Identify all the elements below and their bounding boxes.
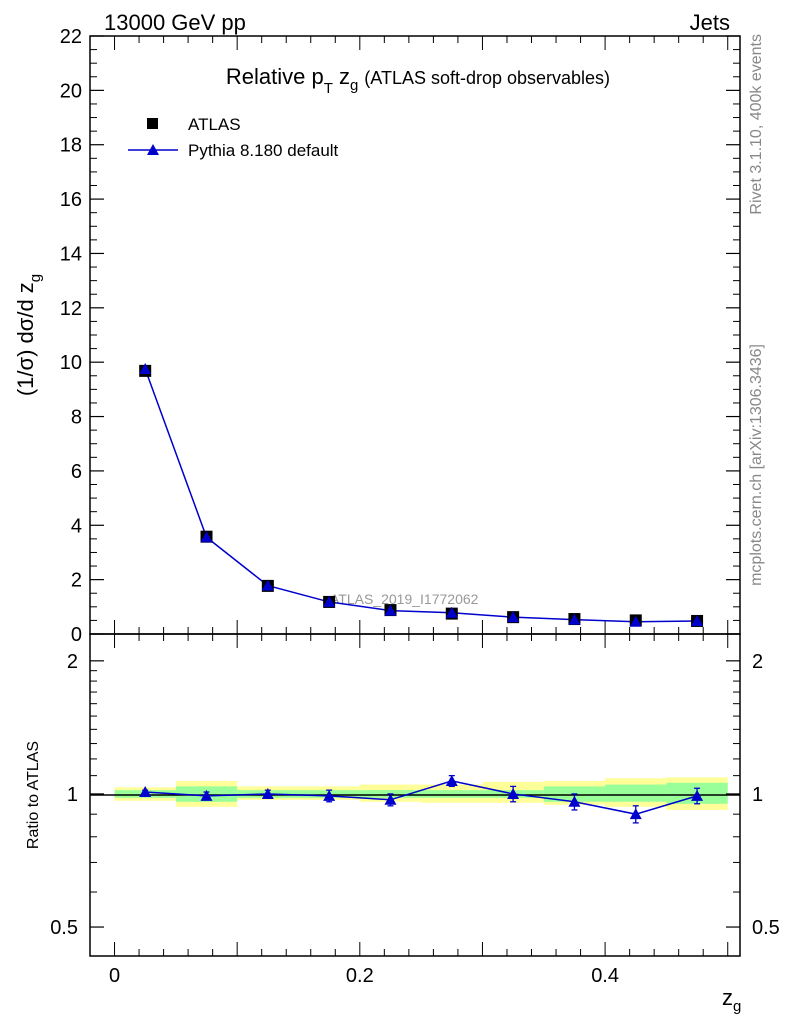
ratio-ylabel: Ratio to ATLAS (25, 741, 42, 849)
pythia-point (568, 613, 581, 625)
ratio-point (629, 808, 642, 820)
ratio-panel: 0.5 0.5 1 1 2 2 0 0.2 0.4 Ratio to ATLAS zg (25, 633, 780, 1015)
pythia-point (200, 531, 213, 543)
legend: ATLAS Pythia 8.180 default (128, 115, 339, 160)
main-y-ticks: 0 2 4 6 8 10 12 14 16 18 20 22 (60, 26, 740, 646)
main-ylabel-text: (1/σ) dσ/d z (13, 282, 38, 396)
ratio-ytick-label-right: 2 (752, 651, 763, 673)
ratio-line (145, 780, 698, 815)
ratio-point (568, 795, 581, 807)
title-rest: (ATLAS soft-drop observables) (364, 68, 610, 88)
main-ylabel-sub: g (27, 274, 44, 282)
main-x-ticks (114, 36, 729, 634)
main-ytick-label: 14 (60, 243, 82, 265)
title-sub-g: g (350, 77, 358, 94)
ratio-point (691, 789, 704, 801)
main-series (139, 362, 704, 627)
main-ytick-label: 4 (71, 515, 82, 537)
mcplots-label: mcplots.cern.ch [arXiv:1306.3436] (748, 344, 765, 586)
ratio-y-ticks: 0.5 0.5 1 1 2 2 (50, 651, 780, 939)
main-ylabel-group: (1/σ) dσ/d zg (13, 274, 44, 396)
title-main: Relative p (226, 64, 324, 89)
legend-label-pythia: Pythia 8.180 default (188, 141, 339, 160)
ratio-xtick-label: 0.2 (346, 965, 374, 987)
legend-marker-atlas (147, 118, 158, 129)
main-ytick-label: 20 (60, 80, 82, 102)
main-ytick-label: 2 (71, 570, 82, 592)
main-ytick-label: 6 (71, 461, 82, 483)
analysis-watermark: ATLAS_2019_I1772062 (330, 591, 479, 607)
pythia-point (691, 614, 704, 626)
main-ytick-label: 12 (60, 298, 82, 320)
ratio-x-ticks: 0 0.2 0.4 (109, 634, 729, 987)
legend-label-atlas: ATLAS (188, 115, 241, 134)
pythia-line (144, 368, 698, 623)
ratio-point (445, 774, 458, 786)
main-ytick-label: 16 (60, 189, 82, 211)
main-ytick-label: 18 (60, 135, 82, 157)
pythia-point (323, 595, 336, 607)
pythia-point (445, 606, 458, 618)
ratio-bands (114, 777, 728, 810)
ratio-point (384, 793, 397, 805)
x-axis-label-text: z (722, 985, 733, 1010)
ratio-xtick-label: 0.4 (591, 965, 619, 987)
ratio-frame (89, 633, 741, 957)
ratio-ytick-label-right: 0.5 (752, 917, 780, 939)
ratio-ytick-label: 0.5 (50, 917, 78, 939)
pythia-point (629, 615, 642, 627)
pythia-point (261, 579, 274, 591)
pythia-point (384, 604, 397, 616)
title-sub-t: T (324, 80, 333, 97)
ratio-ytick-label: 2 (67, 651, 78, 673)
rivet-label: Rivet 3.1.10, 400k events (748, 34, 765, 215)
main-ytick-label: 22 (60, 26, 82, 48)
main-ytick-label: 0 (71, 624, 82, 646)
legend-marker-pythia (147, 144, 159, 155)
main-ylabel: (1/σ) dσ/d zg (13, 274, 44, 396)
main-title: Relative pT zg (ATLAS soft-drop observable… (226, 64, 610, 97)
ratio-ytick-label: 1 (67, 784, 78, 806)
main-ytick-label: 8 (71, 407, 82, 429)
ratio-point (261, 787, 274, 799)
main-ytick-label: 10 (60, 352, 82, 374)
x-axis-label: zg (722, 985, 741, 1015)
ratio-point (507, 787, 520, 799)
ratio-ytick-label-right: 1 (752, 784, 763, 806)
pythia-point (507, 611, 520, 623)
ratio-series (139, 774, 704, 824)
header-right: Jets (690, 10, 730, 35)
stat-uncertainty-band (605, 784, 667, 802)
ratio-point (139, 786, 152, 798)
pythia-point (139, 362, 152, 374)
x-axis-label-sub: g (733, 998, 741, 1015)
ratio-point (323, 789, 336, 801)
stat-uncertainty-band (421, 790, 483, 798)
title-z: z (339, 64, 350, 89)
ratio-point (200, 789, 213, 801)
header-left: 13000 GeV pp (104, 10, 246, 35)
ratio-xtick-label: 0 (109, 965, 120, 987)
